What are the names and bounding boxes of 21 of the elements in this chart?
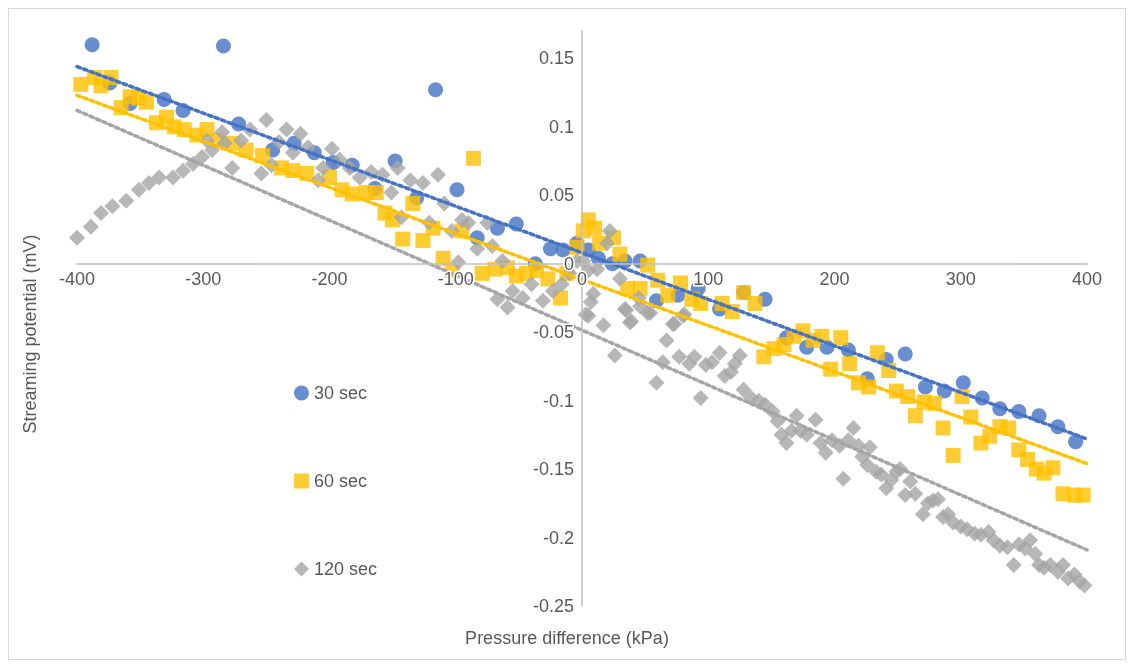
x-tick-label: -100	[437, 268, 474, 289]
y-tick-label: 0.05	[538, 185, 574, 206]
x-tick-label: 100	[693, 268, 724, 289]
legend-label: 60 sec	[314, 471, 368, 491]
x-tick-label: -400	[58, 268, 96, 289]
x-tick-label: 200	[819, 268, 850, 289]
x-tick-label: -300	[185, 268, 222, 289]
y-tick-label: -0.2	[542, 527, 574, 548]
x-tick-label: 400	[1071, 268, 1103, 289]
x-tick-label: -200	[311, 268, 348, 289]
x-tick-label: 300	[945, 268, 976, 289]
y-tick-label: -0.25	[532, 596, 574, 616]
y-axis-title: Streaming potential (mV)	[20, 234, 40, 434]
y-tick-label: -0.05	[532, 322, 574, 343]
legend-label: 30 sec	[314, 383, 368, 403]
x-axis-title: Pressure difference (kPa)	[465, 628, 669, 648]
y-tick-label: 0.1	[548, 116, 574, 137]
legend-label: 120 sec	[314, 559, 378, 579]
y-tick-label: -0.15	[532, 459, 574, 480]
y-tick-label: -0.1	[542, 390, 574, 411]
y-tick-label: 0.15	[538, 48, 574, 69]
